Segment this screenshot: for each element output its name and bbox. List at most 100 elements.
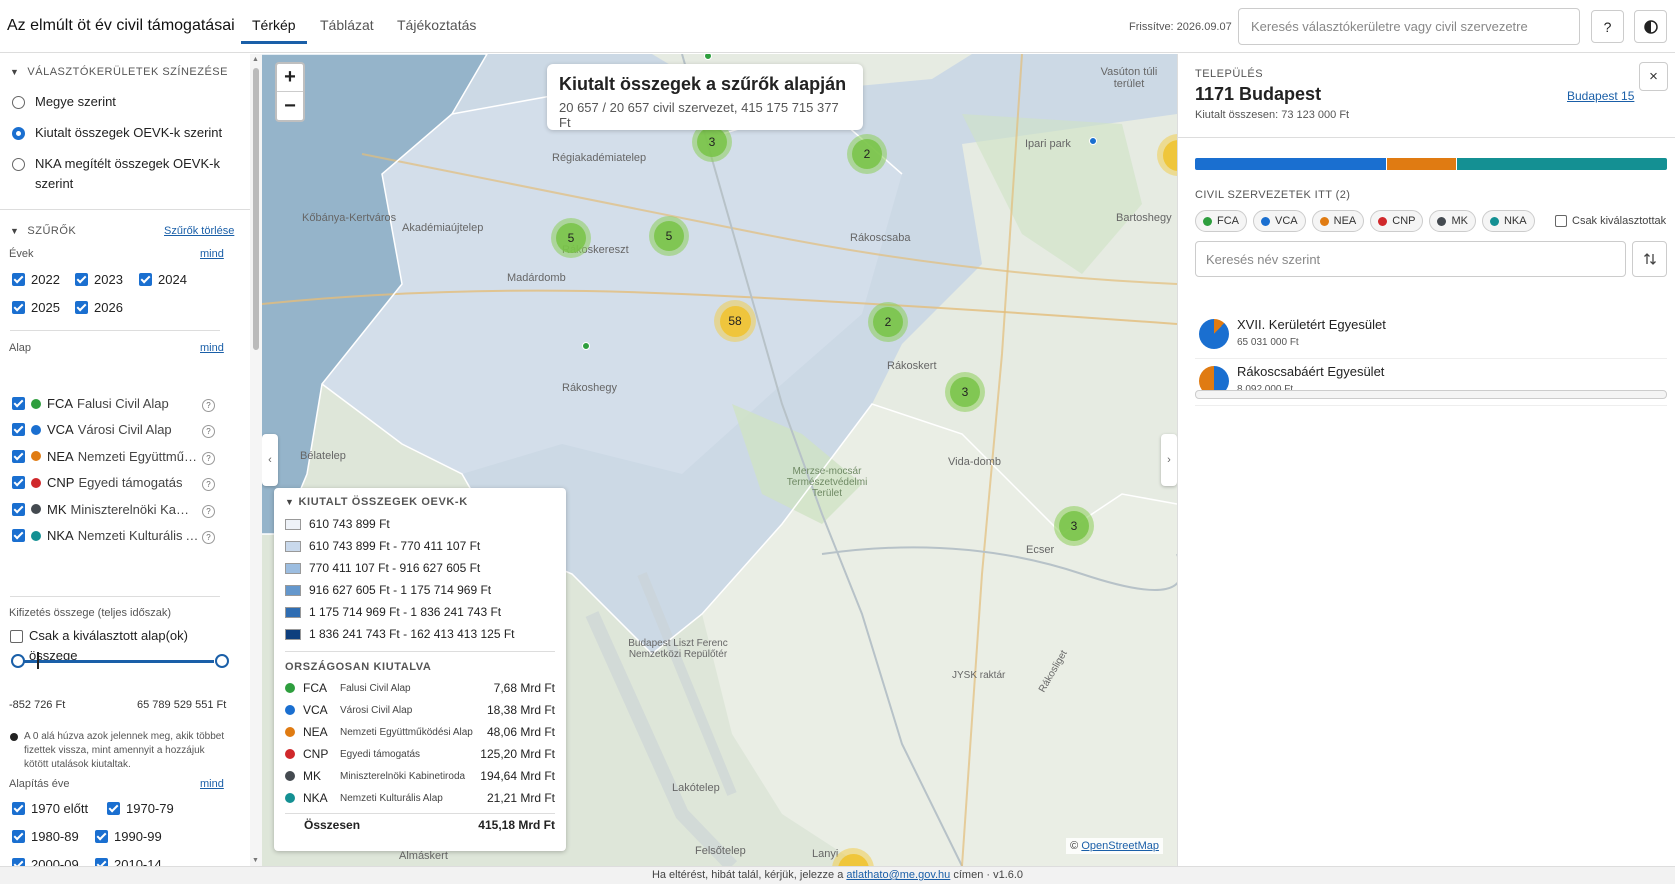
founding-checkbox[interactable]: 1990-99 bbox=[95, 829, 162, 844]
tab-table[interactable]: Táblázat bbox=[320, 17, 374, 33]
fund-chip-nea[interactable]: NEA bbox=[1311, 210, 1365, 232]
checkbox[interactable] bbox=[107, 802, 120, 815]
map-marker[interactable] bbox=[1089, 137, 1097, 145]
fund-chip-cnp[interactable]: CNP bbox=[1370, 210, 1424, 232]
radio-button-selected[interactable] bbox=[12, 127, 25, 140]
zoom-in-button[interactable]: + bbox=[277, 64, 303, 92]
only-selected-fund-checkbox[interactable]: Csak a kiválasztott alap(ok) összege bbox=[10, 626, 220, 666]
sidebar-scrollbar[interactable]: ▲ ▼ bbox=[250, 54, 262, 866]
years-all-link[interactable]: mind bbox=[200, 248, 224, 260]
map-cluster[interactable]: 2 bbox=[847, 134, 887, 174]
checkbox[interactable] bbox=[12, 502, 25, 516]
org-list-item[interactable]: Rákoscsabáért Egyesület 8 092 000 Ft bbox=[1195, 360, 1667, 406]
help-icon[interactable]: ? bbox=[202, 478, 215, 492]
year-checkbox-2023[interactable]: 2023 bbox=[75, 272, 123, 287]
help-icon[interactable]: ? bbox=[202, 425, 215, 439]
clear-filters-link[interactable]: Szűrők törlése bbox=[164, 225, 235, 237]
coloring-option-nka[interactable]: NKA megítélt összegek OEVK-k szerint bbox=[12, 154, 237, 194]
map-cluster-partial[interactable] bbox=[1157, 134, 1177, 176]
fund-filter-nka[interactable]: NKA Nemzeti Kulturális Alap bbox=[12, 528, 222, 543]
year-checkbox-2022[interactable]: 2022 bbox=[12, 272, 60, 287]
help-icon[interactable]: ? bbox=[202, 399, 215, 412]
checkbox[interactable] bbox=[10, 630, 23, 643]
checkbox[interactable] bbox=[12, 397, 25, 410]
founding-checkbox[interactable]: 1970-79 bbox=[107, 801, 174, 816]
zoom-out-button[interactable]: − bbox=[284, 94, 296, 117]
map-cluster[interactable]: 5 bbox=[649, 216, 689, 256]
payout-slider-track[interactable] bbox=[17, 660, 214, 663]
radio-button[interactable] bbox=[12, 96, 25, 109]
fund-chip-mk[interactable]: MK bbox=[1429, 210, 1476, 232]
checkbox[interactable] bbox=[75, 273, 88, 286]
checkbox[interactable] bbox=[75, 301, 88, 314]
district-link[interactable]: Budapest 15 bbox=[1567, 89, 1635, 103]
checkbox[interactable] bbox=[12, 273, 25, 286]
openstreetmap-link[interactable]: OpenStreetMap bbox=[1081, 840, 1159, 852]
org-list-item[interactable]: XVII. Kerületért Egyesület 65 031 000 Ft bbox=[1195, 313, 1667, 359]
checkbox[interactable] bbox=[12, 529, 25, 542]
theme-toggle-button[interactable] bbox=[1634, 10, 1667, 43]
legend-title[interactable]: ▼ KIUTALT ÖSSZEGEK OEVK-K bbox=[285, 496, 468, 508]
close-panel-button[interactable]: × bbox=[1639, 62, 1668, 91]
checkbox[interactable] bbox=[12, 476, 25, 490]
year-checkbox-2026[interactable]: 2026 bbox=[75, 300, 123, 315]
fund-chip-nka[interactable]: NKA bbox=[1481, 210, 1535, 232]
coloring-option-county[interactable]: Megye szerint bbox=[12, 92, 237, 112]
collapse-left-panel-button[interactable]: ‹ bbox=[262, 434, 278, 486]
fund-filter-cnp[interactable]: CNP Egyedi támogatás bbox=[12, 475, 222, 490]
scroll-up-icon[interactable]: ▲ bbox=[252, 56, 259, 63]
map-cluster[interactable]: 3 bbox=[1054, 506, 1094, 546]
scrollbar-thumb[interactable] bbox=[253, 68, 259, 350]
search-input[interactable] bbox=[1238, 8, 1580, 45]
founding-checkbox[interactable]: 1970 előtt bbox=[12, 801, 88, 816]
fund-all-link[interactable]: mind bbox=[200, 342, 224, 354]
map-cluster[interactable]: 5 bbox=[551, 218, 591, 258]
slider-min-handle[interactable] bbox=[11, 654, 25, 668]
fund-chip-vca[interactable]: VCA bbox=[1253, 210, 1306, 232]
contact-email-link[interactable]: atlathato@me.gov.hu bbox=[846, 869, 951, 881]
founding-checkbox[interactable]: 2010-14 bbox=[95, 857, 162, 866]
checkbox[interactable] bbox=[12, 830, 25, 843]
map-marker[interactable] bbox=[582, 342, 590, 350]
tab-info[interactable]: Tájékoztatás bbox=[397, 17, 477, 33]
help-icon[interactable]: ? bbox=[202, 451, 215, 465]
founding-checkbox[interactable]: 2000-09 bbox=[12, 857, 79, 866]
coloring-option-oevk[interactable]: Kiutalt összegek OEVK-k szerint bbox=[12, 123, 237, 143]
fund-chip-fca[interactable]: FCA bbox=[1195, 210, 1247, 232]
checkbox[interactable] bbox=[12, 301, 25, 314]
radio-button[interactable] bbox=[12, 158, 25, 171]
help-icon[interactable]: ? bbox=[202, 531, 215, 544]
collapse-right-panel-button[interactable]: › bbox=[1161, 434, 1177, 486]
year-checkbox-2025[interactable]: 2025 bbox=[12, 300, 60, 315]
founding-checkbox[interactable]: 1980-89 bbox=[12, 829, 79, 844]
checkbox[interactable] bbox=[12, 858, 25, 866]
checkbox[interactable] bbox=[12, 802, 25, 815]
checkbox[interactable] bbox=[12, 449, 25, 463]
only-selected-checkbox[interactable]: Csak kiválasztottak bbox=[1555, 215, 1666, 227]
fund-filter-vca[interactable]: VCA Városi Civil Alap bbox=[12, 422, 222, 437]
checkbox[interactable] bbox=[139, 273, 152, 286]
checkbox[interactable] bbox=[95, 858, 108, 866]
tab-map[interactable]: Térkép bbox=[252, 17, 296, 33]
checkbox[interactable] bbox=[1555, 215, 1567, 227]
checkbox[interactable] bbox=[12, 423, 25, 437]
org-search-input[interactable] bbox=[1195, 241, 1626, 277]
checkbox[interactable] bbox=[95, 830, 108, 843]
map-cluster[interactable]: 2 bbox=[868, 302, 908, 342]
sort-button[interactable] bbox=[1632, 241, 1667, 277]
scroll-down-icon[interactable]: ▼ bbox=[252, 857, 259, 864]
map-cluster[interactable]: 3 bbox=[945, 372, 985, 412]
help-button[interactable]: ? bbox=[1591, 10, 1624, 43]
map-marker[interactable] bbox=[704, 54, 712, 60]
map-cluster-partial[interactable] bbox=[832, 848, 874, 866]
slider-max-handle[interactable] bbox=[215, 654, 229, 668]
map-view[interactable]: Régiakadémiatelep Kőbánya-Kertváros Akad… bbox=[262, 54, 1177, 866]
founding-all-link[interactable]: mind bbox=[200, 778, 224, 790]
help-icon[interactable]: ? bbox=[202, 504, 215, 518]
fund-filter-fca[interactable]: FCA Falusi Civil Alap bbox=[12, 396, 222, 411]
filters-section-header[interactable]: ▼ SZŰRŐK bbox=[10, 225, 77, 237]
coloring-section-header[interactable]: ▼ VÁLASZTÓKERÜLETEK SZÍNEZÉSE bbox=[10, 66, 228, 78]
map-cluster[interactable]: 58 bbox=[714, 300, 756, 342]
